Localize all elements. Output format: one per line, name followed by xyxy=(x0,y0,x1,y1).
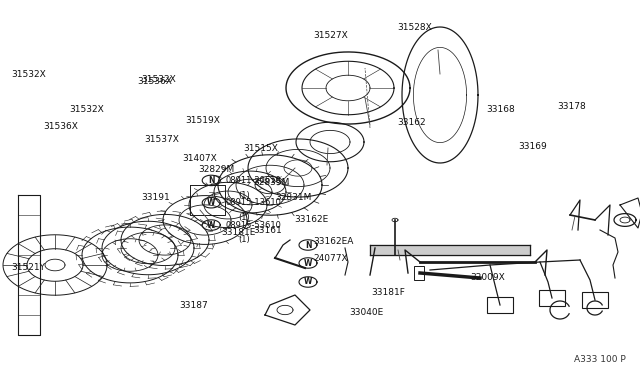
Text: 33168: 33168 xyxy=(486,105,515,114)
Text: W: W xyxy=(207,221,216,230)
Text: 33191: 33191 xyxy=(141,193,170,202)
Text: 32835M: 32835M xyxy=(253,178,289,187)
Text: 24077X: 24077X xyxy=(314,254,348,263)
Text: 33162: 33162 xyxy=(397,118,426,127)
Text: 32831M: 32831M xyxy=(275,193,312,202)
Text: W: W xyxy=(304,259,312,267)
Text: W: W xyxy=(304,278,312,286)
Text: 31532X: 31532X xyxy=(11,70,45,79)
Text: 33181F: 33181F xyxy=(371,288,405,296)
Text: 32829M: 32829M xyxy=(198,165,235,174)
Text: 31536X: 31536X xyxy=(44,122,78,131)
Text: 33040E: 33040E xyxy=(349,308,383,317)
Text: 32009X: 32009X xyxy=(470,273,505,282)
Text: A333 100 P: A333 100 P xyxy=(574,355,626,364)
Text: 33178: 33178 xyxy=(557,102,586,110)
Text: 31515X: 31515X xyxy=(243,144,278,153)
Text: 33187: 33187 xyxy=(179,301,208,310)
Text: 31537X: 31537X xyxy=(144,135,179,144)
Text: 33162E: 33162E xyxy=(294,215,329,224)
Text: 08915-13610: 08915-13610 xyxy=(225,198,281,207)
Text: 31532X: 31532X xyxy=(141,76,175,84)
Text: 31519X: 31519X xyxy=(186,116,220,125)
Text: N: N xyxy=(208,176,214,185)
Text: 31407X: 31407X xyxy=(182,154,217,163)
Text: 31536X: 31536X xyxy=(138,77,172,86)
Text: W: W xyxy=(207,198,216,207)
Text: 31521Y: 31521Y xyxy=(11,263,45,272)
Text: N: N xyxy=(305,241,311,250)
Text: 33181E: 33181E xyxy=(221,228,255,237)
Text: 31527X: 31527X xyxy=(314,31,348,40)
Text: 33169: 33169 xyxy=(518,142,547,151)
Text: 33161: 33161 xyxy=(253,226,282,235)
Text: 08915-53610: 08915-53610 xyxy=(225,221,281,230)
Text: (1): (1) xyxy=(238,235,250,244)
Text: (1): (1) xyxy=(238,191,250,200)
Text: 31532X: 31532X xyxy=(69,105,104,114)
Text: 08911-20610: 08911-20610 xyxy=(225,176,281,185)
Text: 33162EA: 33162EA xyxy=(314,237,354,246)
Text: 31528X: 31528X xyxy=(397,23,431,32)
Text: (1): (1) xyxy=(238,213,250,222)
